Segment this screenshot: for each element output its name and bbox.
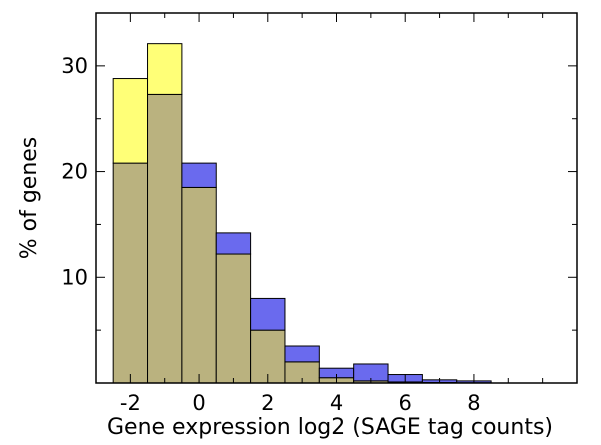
y-tick-label: 10 bbox=[61, 265, 88, 289]
bar-blue-series bbox=[250, 297, 286, 331]
bar-overlap bbox=[147, 93, 183, 384]
bar-blue-series bbox=[181, 162, 217, 188]
x-axis-label: Gene expression log2 (SAGE tag counts) bbox=[107, 415, 553, 440]
x-tick-label: 2 bbox=[261, 391, 274, 415]
ticks-layer bbox=[95, 13, 578, 383]
y-tick-label: 20 bbox=[61, 160, 88, 184]
bar-overlap bbox=[112, 162, 149, 384]
tick-labels-layer: -2 0 2 4 6 8 10 20 30 bbox=[61, 54, 480, 415]
bar-overlap bbox=[215, 253, 252, 384]
x-tick-label: 8 bbox=[467, 391, 480, 415]
bar-blue-series bbox=[215, 232, 252, 255]
bar-overlap bbox=[181, 186, 217, 384]
y-tick-label: 30 bbox=[61, 54, 88, 78]
bars-layer bbox=[112, 43, 492, 384]
x-tick-label: -2 bbox=[120, 391, 141, 415]
bar-blue-series bbox=[284, 345, 320, 363]
x-tick-label: 0 bbox=[192, 391, 205, 415]
x-tick-label: 6 bbox=[399, 391, 412, 415]
bar-yellow-series bbox=[147, 43, 183, 95]
bar-yellow-series bbox=[112, 78, 149, 164]
y-axis-label: % of genes bbox=[17, 137, 42, 260]
x-tick-label: 4 bbox=[330, 391, 343, 415]
